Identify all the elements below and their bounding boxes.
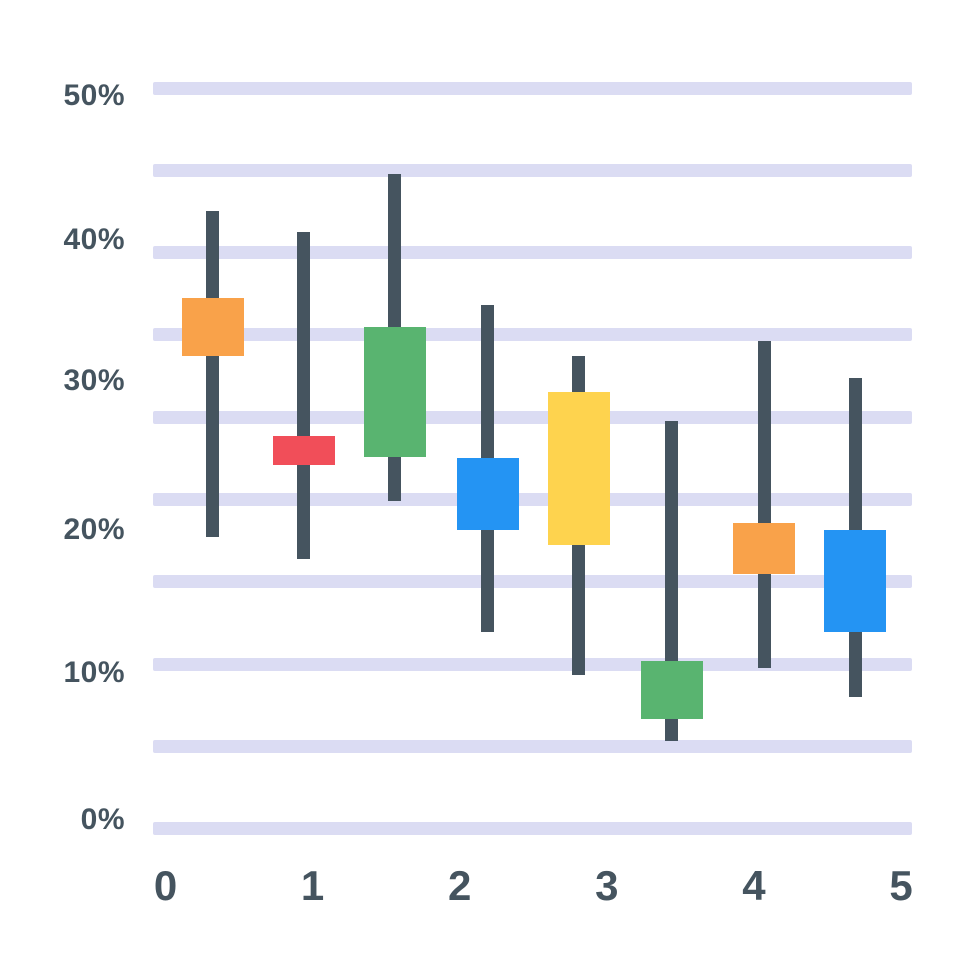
x-axis-tick-label: 2: [448, 862, 472, 909]
x-axis-tick-label: 4: [742, 862, 766, 909]
y-axis-tick-label: 0%: [80, 803, 125, 836]
gridline-band: [153, 657, 912, 671]
y-axis-tick-label: 30%: [63, 364, 125, 397]
candle-body-orange: [181, 297, 244, 356]
x-axis-tick-label: 3: [595, 862, 619, 909]
y-axis-tick-label: 40%: [63, 223, 125, 256]
gridline-band: [153, 328, 912, 342]
candle-body-blue: [456, 457, 519, 531]
gridline-band: [153, 822, 912, 836]
gridline-band: [153, 575, 912, 589]
candle-body-orange: [733, 522, 796, 574]
candle-body-yellow: [547, 392, 610, 545]
gridline-band: [153, 246, 912, 260]
candle-body-red: [272, 435, 335, 465]
y-axis-tick-label: 10%: [63, 656, 125, 689]
gridline-band: [153, 493, 912, 507]
x-axis-tick-label: 1: [300, 862, 325, 909]
candle-body-blue: [824, 530, 887, 632]
gridline-band: [153, 81, 912, 95]
candle-wick: [206, 210, 220, 538]
candle-wick: [297, 232, 311, 560]
gridline-band: [153, 740, 912, 754]
x-axis-tick-label: 0: [153, 862, 178, 909]
gridline-band: [153, 163, 912, 177]
y-axis-tick-label: 20%: [63, 513, 125, 546]
candle-wick: [757, 341, 771, 669]
gridline-band: [153, 410, 912, 424]
candle-body-green: [640, 660, 703, 719]
y-axis-tick-label: 50%: [63, 79, 125, 112]
x-axis-tick-label: 5: [889, 862, 913, 909]
candle-body-green: [363, 326, 426, 458]
